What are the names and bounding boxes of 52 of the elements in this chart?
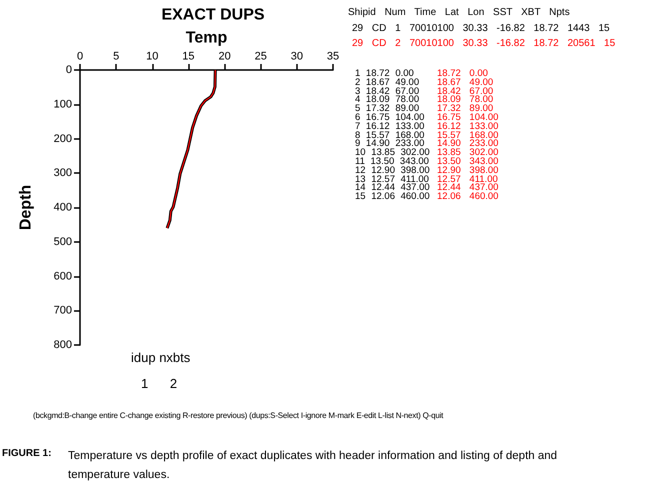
x-tick-label: 35 [326, 50, 340, 62]
text: (bckgmd:B-change entire C-change existing R-restore previous) (dups:S-Select I-ignore M-mark E-edit L-list N-next) Q-quit [33, 411, 444, 420]
y-tick-label: 600 [54, 270, 72, 282]
text: 16.12 133.00 [437, 120, 498, 132]
text: 13.50 343.00 [437, 156, 498, 167]
text: 18.67 49.00 [437, 76, 494, 88]
y-tick-label: 500 [54, 236, 72, 248]
text: 1 18.72 0.00 [355, 68, 414, 79]
text: 16.75 104.00 [437, 112, 498, 123]
text: 5 17.32 89.00 [355, 103, 420, 114]
text: 12.44 437.00 [437, 182, 498, 194]
y-tick-label: 800 [54, 339, 72, 351]
text: 11 13.50 343.00 [355, 156, 429, 167]
text: 6 16.75 104.00 [355, 112, 424, 123]
text: 12.06 460.00 [437, 191, 498, 202]
text: 14.90 233.00 [437, 138, 498, 150]
caption: FIGURE 1: [2, 448, 52, 459]
text: 9 14.90 233.00 [355, 138, 424, 150]
text: Shipid Num Time Lat Lon SST XBT Npts [348, 7, 570, 18]
x-axis-title: Temp [186, 30, 228, 46]
x-tick-label: 10 [146, 50, 158, 62]
y-tick-label: 700 [54, 304, 72, 317]
x-tick-label: 15 [182, 50, 195, 62]
y-tick-label: 0 [66, 64, 72, 76]
y-axis-title: Depth [18, 184, 34, 230]
y-tick-label: 300 [54, 167, 72, 180]
x-tick-label: 30 [290, 50, 303, 62]
chart-title: EXACT DUPS [161, 6, 265, 24]
text: 14 12.44 437.00 [355, 182, 430, 194]
text: Temperature vs depth profile of exact duplicates with header information and listing of depth and temperature values. [68, 449, 558, 481]
text: 12 12.90 398.00 [355, 164, 430, 176]
text: idup nxbts [131, 350, 190, 365]
text: 12.90 398.00 [437, 164, 498, 176]
text: 7 16.12 133.00 [355, 120, 424, 132]
text: 13.85 302.00 [437, 147, 498, 158]
x-tick-label: 0 [76, 50, 84, 62]
text: 18.72 0.00 [437, 68, 488, 79]
text: 2 18.67 49.00 [355, 76, 420, 88]
y-tick-label: 100 [54, 98, 72, 110]
y-tick-label: 200 [54, 132, 72, 145]
text: 1 2 [141, 376, 178, 391]
text: 4 18.09 78.00 [355, 94, 420, 106]
x-tick-label: 5 [113, 50, 120, 62]
y-tick-label: 400 [54, 202, 72, 214]
text: 17.32 89.00 [437, 103, 494, 114]
text: 29 CD 2 70010100 30.33 -16.82 18.72 20561 15 [352, 38, 616, 49]
text: 10 13.85 302.00 [355, 147, 430, 158]
text: 15 12.06 460.00 [355, 191, 430, 202]
text: 29 CD 1 70010100 30.33 -16.82 18.72 1443 15 [352, 23, 610, 34]
x-tick-label: 25 [254, 50, 267, 62]
text: 18.09 78.00 [437, 94, 494, 106]
x-tick-label: 20 [218, 50, 231, 62]
